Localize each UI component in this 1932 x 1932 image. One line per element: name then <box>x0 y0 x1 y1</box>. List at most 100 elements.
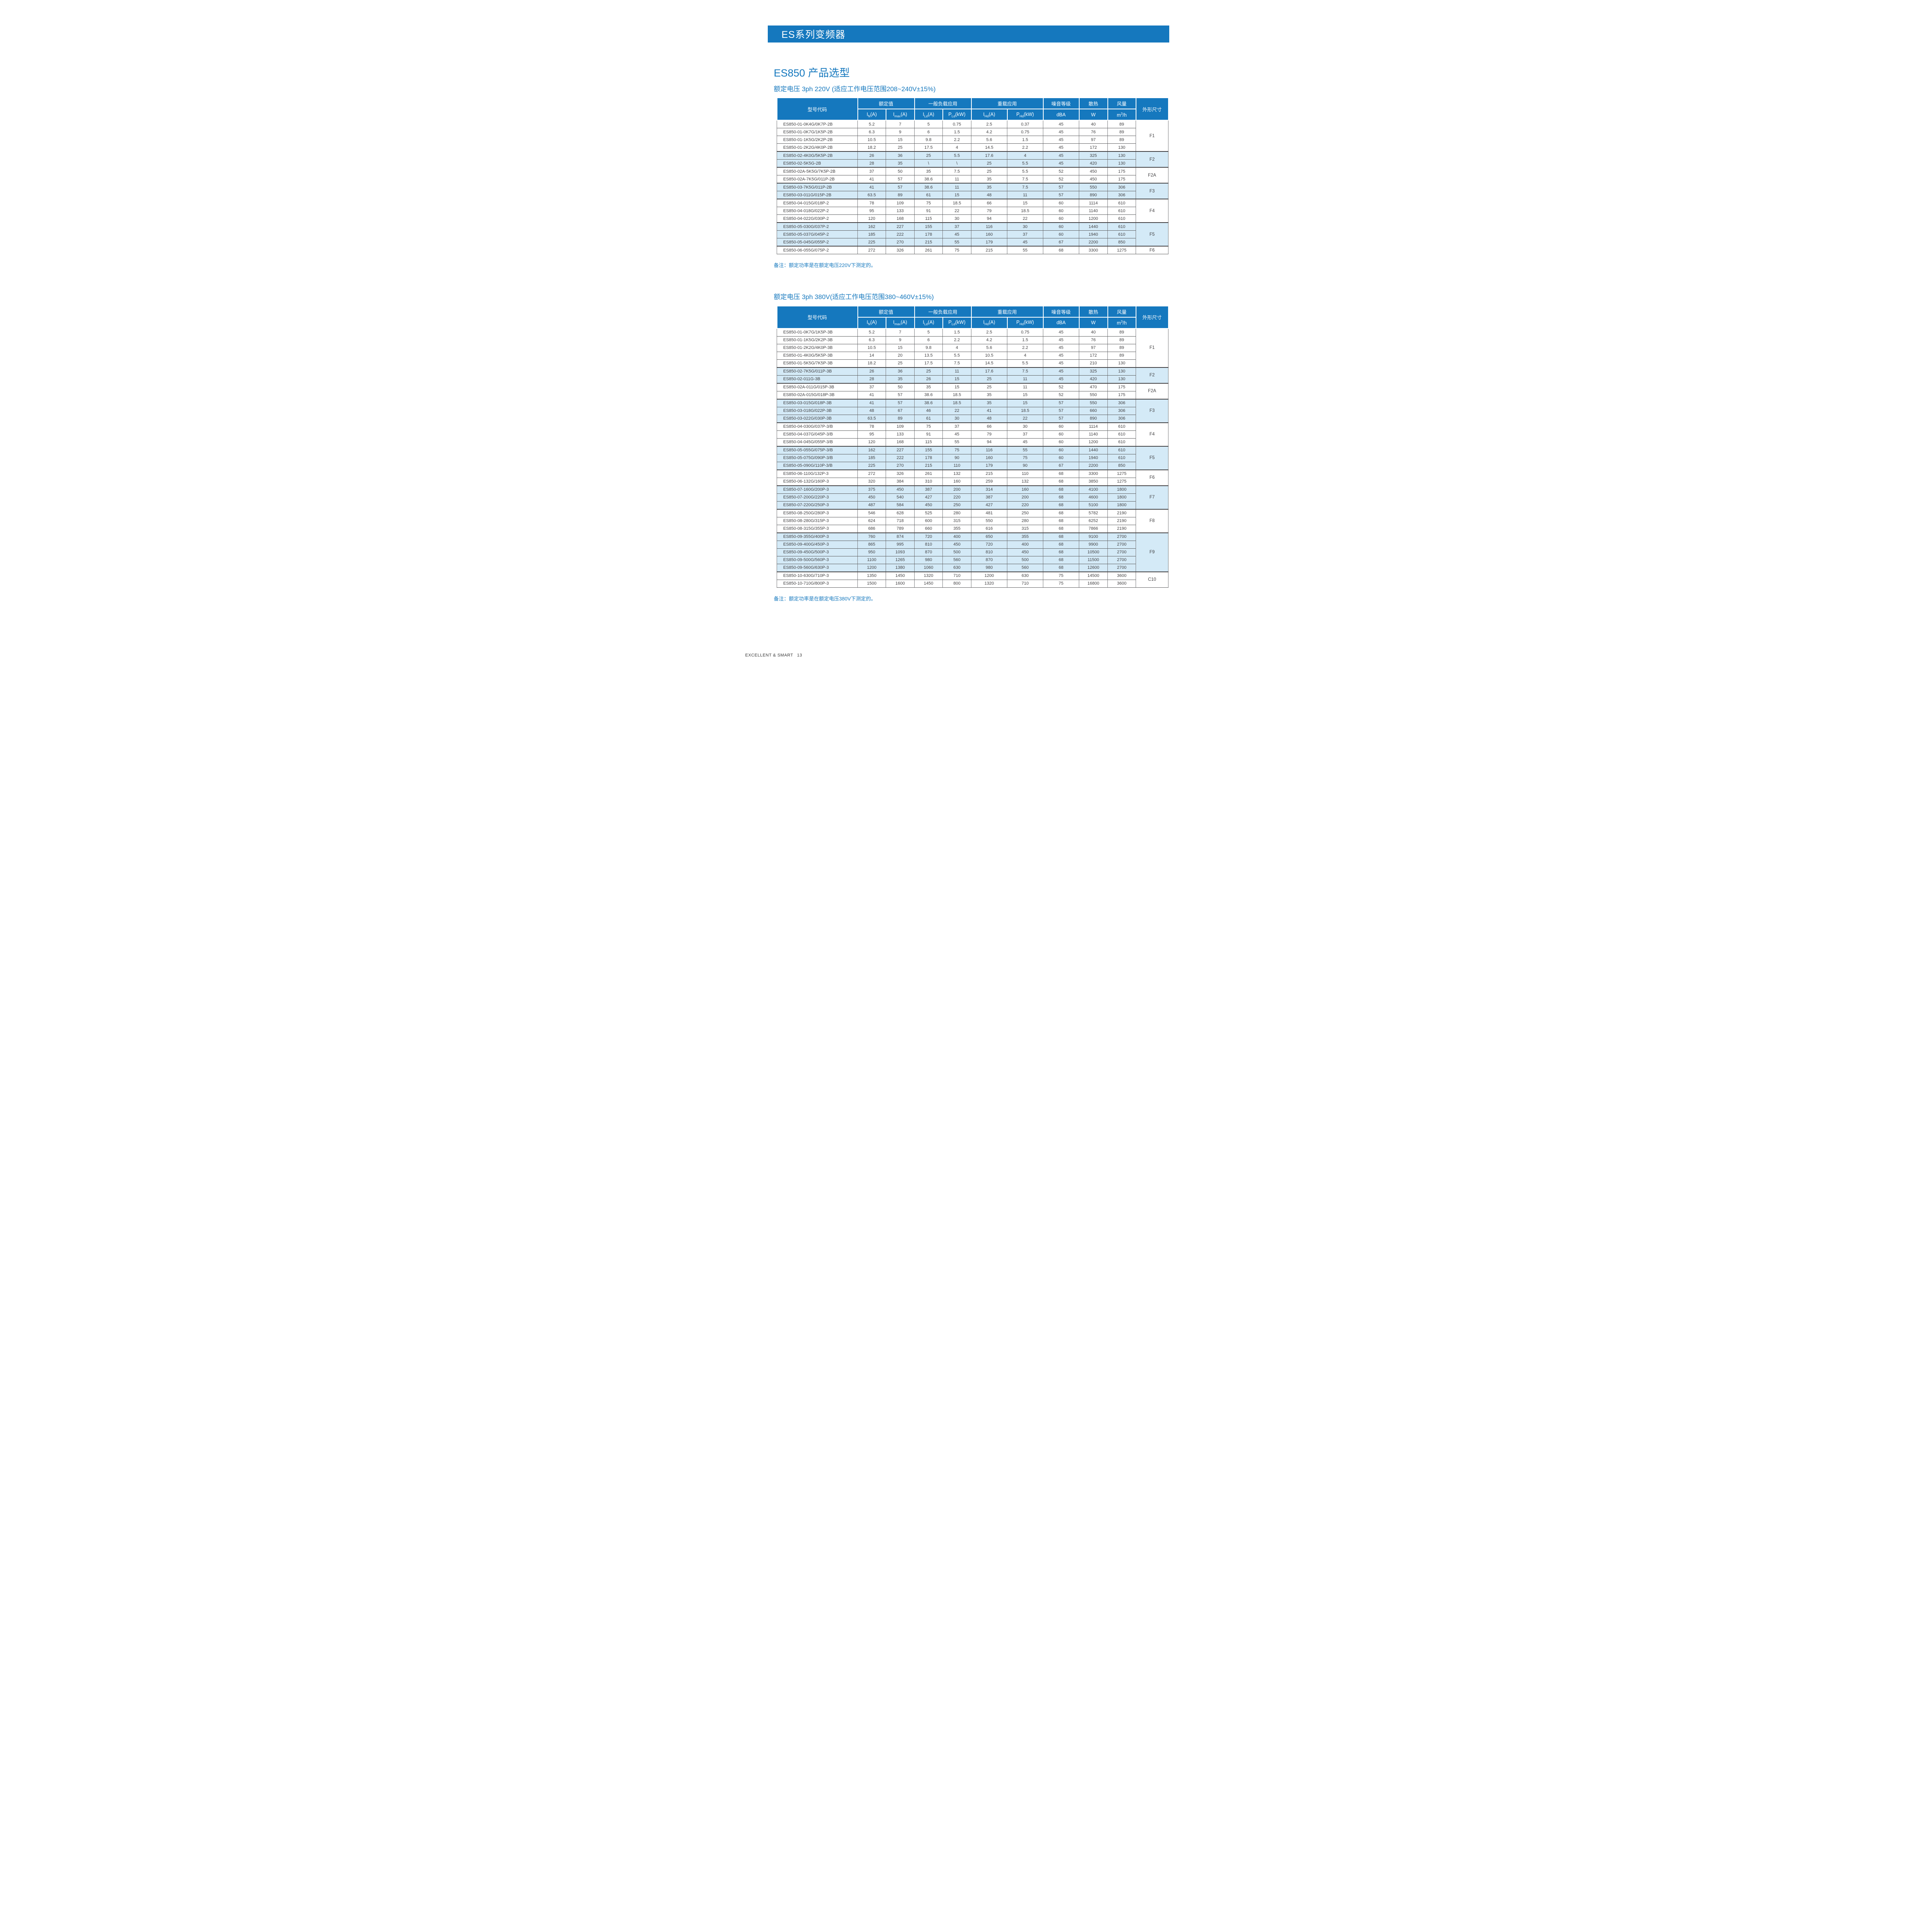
value-cell: 995 <box>885 540 915 549</box>
frame-size-cell: F1 <box>1136 120 1169 152</box>
value-cell: 314 <box>971 485 1008 494</box>
value-cell: 2190 <box>1107 509 1136 517</box>
note-380v: 备注：额定功率是在额定电压380V下测定的。 <box>774 595 876 602</box>
value-cell: 37 <box>1007 230 1044 239</box>
value-cell: 387 <box>914 485 943 494</box>
value-cell: 227 <box>885 446 915 454</box>
value-cell: 110 <box>942 461 972 470</box>
value-cell: 120 <box>857 214 886 223</box>
value-cell: 116 <box>971 222 1008 231</box>
value-cell: 116 <box>971 446 1008 454</box>
column-header-unit: ILd(A) <box>914 316 943 329</box>
value-cell: 259 <box>971 477 1008 486</box>
table-row: ES850-06-110G/132P-3 272 326 261 132 215 110 68… <box>777 469 1169 486</box>
section-380v: 额定电压 3ph 380V(适应工作电压范围380~460V±15%) 型号代码… <box>720 293 1213 602</box>
table-row: ES850-10-710G/800P-3 1500 1600 1450 800 1320 7… <box>777 579 1168 588</box>
value-cell: 57 <box>1043 398 1080 407</box>
table-body: ES850-01-0K4G/0K7P-2B 5.2 7 5 0.75 2.5 0.37 45 4… <box>777 120 1169 255</box>
value-cell: 3850 <box>1079 477 1108 486</box>
value-cell: 45 <box>1043 143 1080 152</box>
value-cell: 450 <box>1079 175 1108 184</box>
value-cell: 63.5 <box>857 191 886 199</box>
value-cell: 227 <box>885 222 915 231</box>
table-row: ES850-04-045G/055P-3/B 120 168 115 55 94 45 60 1… <box>777 438 1168 447</box>
value-cell: 30 <box>1007 422 1044 431</box>
value-cell: 0.75 <box>1007 128 1044 136</box>
column-header-unit: Imax(A) <box>885 109 915 121</box>
value-cell: 30 <box>942 414 972 423</box>
section-220v: 额定电压 3ph 220V (适应工作电压范围208~240V±15%) 型号代… <box>720 85 1213 269</box>
value-cell: 890 <box>1079 191 1108 199</box>
value-cell: 560 <box>1007 563 1044 572</box>
table-row: ES850-05-055G/075P-3/B 162 227 155 75 116 55 60… <box>777 446 1169 470</box>
value-cell: 5100 <box>1079 501 1108 510</box>
value-cell: 52 <box>1043 167 1080 176</box>
value-cell: 60 <box>1043 207 1080 215</box>
column-group-header: 额定值 <box>857 97 915 110</box>
value-cell: 25 <box>885 359 915 368</box>
column-header-unit: PLd(kW) <box>942 109 972 121</box>
model-code-cell: ES850-04-030G/037P-3/B <box>777 422 858 431</box>
value-cell: 610 <box>1107 446 1136 454</box>
value-cell: 60 <box>1043 438 1080 447</box>
value-cell: 15 <box>1007 398 1044 407</box>
column-header-unit: PLd(kW) <box>942 316 972 329</box>
column-header-model: 型号代码 <box>776 305 858 329</box>
value-cell: 68 <box>1043 532 1080 541</box>
value-cell: 525 <box>914 509 943 517</box>
column-group-header: 噪音等级 <box>1043 97 1080 110</box>
value-cell: 68 <box>1043 548 1080 556</box>
value-cell: 61 <box>914 414 943 423</box>
column-header-unit: m3/h <box>1107 316 1136 329</box>
value-cell: 1450 <box>885 571 915 580</box>
value-cell: 0.75 <box>1007 328 1044 337</box>
value-cell: 66 <box>971 422 1008 431</box>
value-cell: 168 <box>885 438 915 447</box>
value-cell: 46 <box>914 406 943 415</box>
value-cell: 2.5 <box>971 328 1008 337</box>
table-row: ES850-04-030G/037P-3/B 78 109 75 37 66 30 60 111… <box>777 422 1169 447</box>
value-cell: 17.5 <box>914 143 943 152</box>
value-cell: 1440 <box>1079 446 1108 454</box>
value-cell: 35 <box>885 159 915 168</box>
value-cell: 427 <box>971 501 1008 510</box>
value-cell: 4 <box>942 143 972 152</box>
value-cell: 37 <box>857 167 886 176</box>
value-cell: 41 <box>857 175 886 184</box>
page-title: ES850 产品选型 <box>774 67 850 79</box>
value-cell: 5.5 <box>1007 159 1044 168</box>
value-cell: 4.2 <box>971 128 1008 136</box>
value-cell: 160 <box>942 477 972 486</box>
value-cell: 2700 <box>1107 548 1136 556</box>
value-cell: 40 <box>1079 328 1108 337</box>
value-cell: 68 <box>1043 556 1080 564</box>
value-cell: 75 <box>1007 454 1044 462</box>
value-cell: 870 <box>971 556 1008 564</box>
value-cell: 10.5 <box>857 136 886 144</box>
value-cell: 68 <box>1043 501 1080 510</box>
value-cell: 18.2 <box>857 359 886 368</box>
value-cell: 4600 <box>1079 493 1108 502</box>
value-cell: 36 <box>885 151 915 160</box>
value-cell: 306 <box>1107 183 1136 192</box>
value-cell: 5.5 <box>1007 359 1044 368</box>
value-cell: 1093 <box>885 548 915 556</box>
value-cell: 45 <box>1043 367 1080 376</box>
model-code-cell: ES850-10-630G/710P-3 <box>777 571 858 580</box>
value-cell: 1.5 <box>1007 336 1044 344</box>
value-cell: 41 <box>857 183 886 192</box>
value-cell: 95 <box>857 430 886 439</box>
table-row: ES850-01-5K5G/7K5P-3B 18.2 25 17.5 7.5 14.5 5.… <box>777 359 1168 368</box>
value-cell: 6 <box>914 128 943 136</box>
table-row: ES850-07-160G/200P-3 375 450 387 200 314 160 68… <box>777 485 1169 510</box>
model-code-cell: ES850-10-710G/800P-3 <box>777 579 858 588</box>
value-cell: 306 <box>1107 414 1136 423</box>
value-cell: 75 <box>1043 579 1080 588</box>
frame-size-cell: F2 <box>1136 367 1169 384</box>
value-cell: 1450 <box>914 579 943 588</box>
table-row: ES850-01-1K5G/2K2P-2B 10.5 15 9.8 2.2 5.6 1.5 4… <box>777 136 1168 144</box>
value-cell: 500 <box>1007 556 1044 564</box>
value-cell: 610 <box>1107 230 1136 239</box>
value-cell: 133 <box>885 207 915 215</box>
value-cell: 16800 <box>1079 579 1108 588</box>
